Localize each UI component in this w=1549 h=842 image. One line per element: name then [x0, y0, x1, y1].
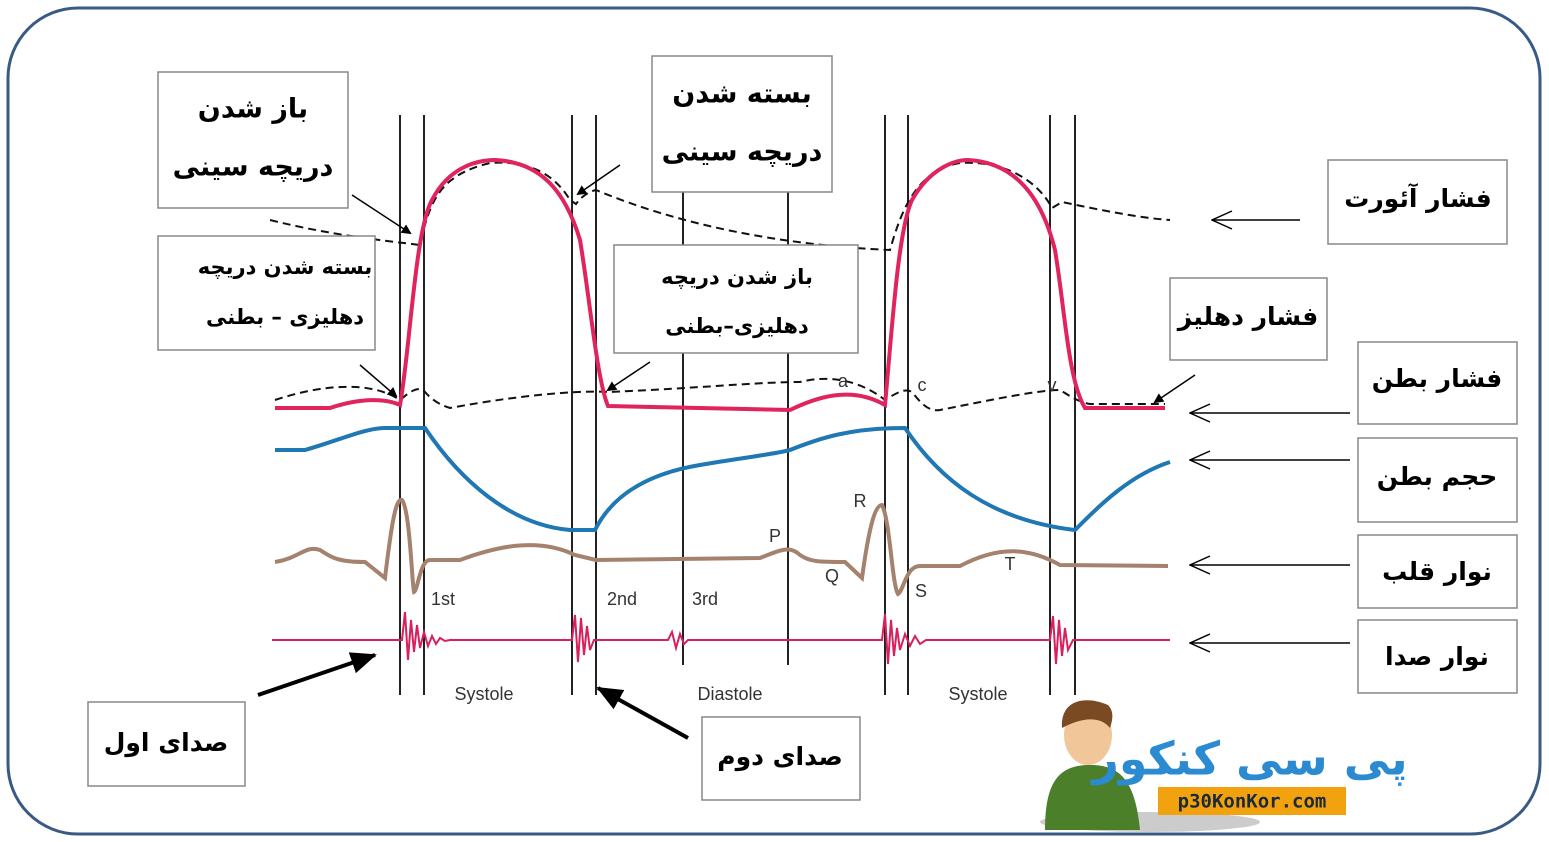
label-box [1357, 437, 1518, 523]
frame [6, 6, 1542, 836]
callouts: باز شدن دریچه سینی بسته شدن دریچه سینی ب… [87, 55, 861, 801]
callout-text: بسته شدن [672, 79, 812, 110]
wave-label: S [915, 581, 927, 601]
label-box [1357, 341, 1518, 425]
logo-body [1045, 765, 1140, 830]
callout-box [157, 235, 376, 351]
logo-hair [1061, 700, 1113, 728]
label-box [1357, 534, 1518, 609]
callout-text: صدای اول [104, 728, 229, 758]
sound-label: 1st [431, 589, 455, 609]
logo-url-bg [1158, 787, 1346, 815]
wave-label: c [918, 375, 927, 395]
label-box [1169, 277, 1328, 361]
callout-text: دهلیزی – بطنی [206, 305, 364, 329]
wave-label: a [838, 371, 849, 391]
trace-label: فشار دهلیز [1176, 302, 1318, 332]
arrow [351, 194, 412, 235]
trace-label: نوار قلب [1382, 557, 1492, 587]
ventricular-pressure [275, 157, 1165, 413]
wave-label: R [854, 491, 867, 511]
arrow [359, 364, 398, 398]
trace-labels: فشار آئورت فشار دهلیز فشار بطن حجم بطن ن… [1153, 159, 1518, 694]
callout-box [701, 716, 861, 801]
ventricular-volume [275, 425, 1171, 533]
sound-label: 3rd [692, 589, 718, 609]
trace-label: فشار آئورت [1344, 183, 1491, 214]
phase-label: Systole [948, 684, 1007, 704]
aortic-pressure [269, 161, 1171, 252]
ecg [274, 498, 1169, 597]
callout-text: دریچه سینی [173, 152, 334, 183]
callout-text: بسته شدن دریچه [198, 255, 373, 279]
callout-text: باز شدن دریچه [661, 265, 813, 289]
arrow [1153, 374, 1196, 404]
logo-url: p30KonKor.com [1178, 791, 1327, 813]
callout-text: دهلیزی–بطنی [665, 314, 809, 338]
logo-name: پی سی کنکور [1090, 732, 1407, 787]
label-box [1327, 159, 1508, 245]
trace-label: حجم بطن [1377, 462, 1498, 492]
phase-label: Diastole [697, 684, 762, 704]
wave-label: P [769, 526, 781, 546]
callout-box [157, 71, 349, 209]
wave-label: v [1048, 375, 1057, 395]
callout-text: دریچه سینی [662, 137, 823, 168]
label-box [1357, 619, 1518, 694]
callout-box [613, 244, 859, 354]
arrow [596, 686, 689, 740]
wave-label: T [1005, 554, 1016, 574]
arrow [576, 164, 621, 196]
trace-label: نوار صدا [1385, 642, 1489, 672]
callout-text: باز شدن [198, 94, 308, 125]
arrow [606, 361, 651, 392]
phonocardiogram [272, 611, 1170, 665]
logo: پی سی کنکور p30KonKor.com [1040, 700, 1408, 832]
trace-label: فشار بطن [1372, 364, 1503, 394]
wave-label: Q [825, 566, 839, 586]
arrow [257, 652, 377, 697]
callout-text: صدای دوم [717, 742, 842, 772]
phase-label: Systole [454, 684, 513, 704]
atrial-pressure [274, 377, 1165, 412]
sound-label: 2nd [607, 589, 637, 609]
wave-labels: a c v P Q R S T 1st 2nd 3rd Systole Dias… [431, 371, 1057, 704]
callout-box [651, 55, 833, 193]
callout-box [87, 701, 246, 787]
